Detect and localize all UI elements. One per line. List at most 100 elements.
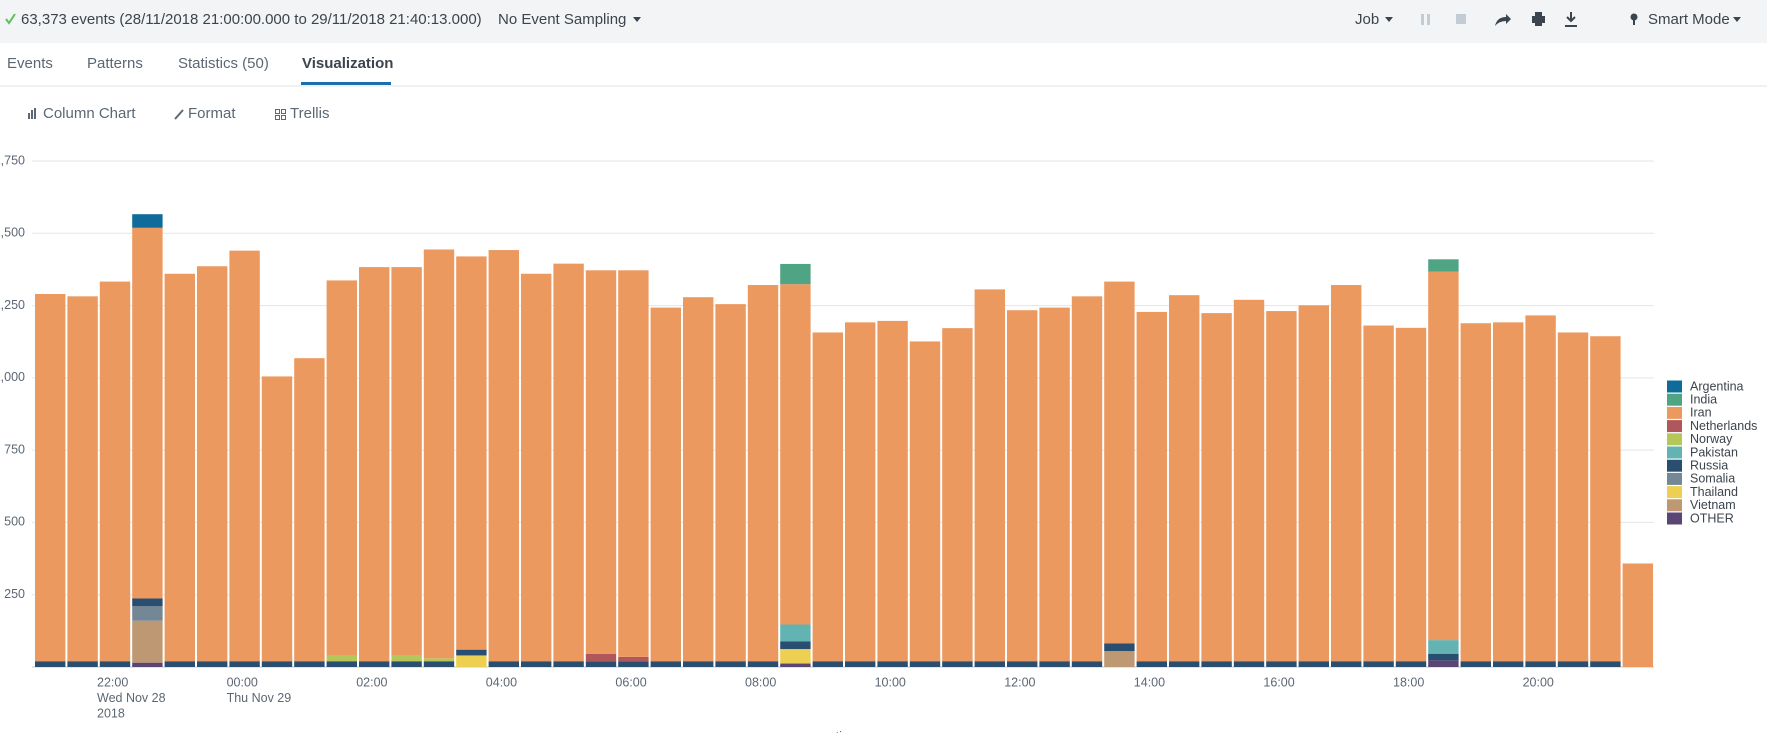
bar-segment bbox=[326, 280, 357, 656]
bar-segment bbox=[164, 273, 195, 662]
bar-segment bbox=[1622, 563, 1653, 667]
bar-segment bbox=[488, 661, 519, 667]
bar-segment bbox=[391, 661, 422, 667]
pencil-icon bbox=[174, 109, 184, 120]
bar-segment bbox=[553, 263, 584, 662]
tab[interactable]: Statistics (50) bbox=[178, 55, 269, 72]
pause-button[interactable] bbox=[1421, 14, 1430, 25]
bar-segment bbox=[942, 328, 973, 662]
bar-segment bbox=[1557, 332, 1589, 662]
chart-type-button[interactable]: Column Chart bbox=[43, 105, 136, 122]
bar-segment bbox=[585, 661, 617, 667]
bar-segment bbox=[1201, 661, 1232, 667]
bar-segment bbox=[1590, 336, 1621, 662]
trellis-icon bbox=[275, 109, 286, 120]
sampling-menu[interactable]: No Event Sampling bbox=[498, 11, 626, 28]
bar-segment bbox=[1331, 285, 1362, 662]
export-button[interactable] bbox=[1565, 12, 1577, 27]
bar-segment bbox=[197, 661, 228, 667]
x-tick-label: 2018 bbox=[97, 706, 125, 720]
legend-label: Pakistan bbox=[1690, 445, 1738, 459]
format-button[interactable]: Format bbox=[188, 105, 236, 122]
x-tick-label: 00:00 bbox=[227, 675, 258, 689]
bar-segment bbox=[521, 273, 552, 662]
bar-segment bbox=[585, 270, 617, 654]
bar-segment bbox=[1363, 661, 1394, 667]
bar-segment bbox=[1104, 281, 1135, 644]
legend-swatch bbox=[1667, 406, 1682, 419]
job-menu[interactable]: Job bbox=[1355, 11, 1379, 28]
legend-label: India bbox=[1690, 392, 1717, 406]
bar-segment bbox=[99, 661, 131, 667]
x-axis-title: _time bbox=[828, 729, 860, 733]
bar-segment bbox=[1233, 661, 1265, 667]
tab[interactable]: Patterns bbox=[87, 55, 143, 72]
bar-segment bbox=[1071, 661, 1103, 667]
legend-label: Netherlands bbox=[1690, 419, 1757, 433]
legend-swatch bbox=[1667, 499, 1682, 512]
bar-segment bbox=[812, 332, 843, 662]
column-chart: 250 500 750 1,000 1,250 1,500 1,750 22:00 Wed No… bbox=[0, 153, 1757, 733]
x-tick-label: 04:00 bbox=[486, 675, 517, 689]
x-tick-label: 10:00 bbox=[875, 675, 906, 689]
bar-segment bbox=[326, 655, 357, 662]
legend-swatch bbox=[1667, 433, 1682, 446]
x-tick-label: 16:00 bbox=[1263, 675, 1294, 689]
bar-segment bbox=[423, 661, 455, 667]
y-tick-label: 250 bbox=[4, 587, 25, 601]
tab[interactable]: Events bbox=[7, 55, 53, 72]
bar-segment bbox=[391, 267, 422, 656]
bar-segment bbox=[1136, 661, 1167, 667]
active-tab-underline bbox=[301, 82, 391, 85]
x-tick-label: 02:00 bbox=[356, 675, 387, 689]
y-tick-label: 1,250 bbox=[0, 298, 25, 312]
bar-segment bbox=[1039, 307, 1070, 662]
search-mode-menu[interactable]: Smart Mode bbox=[1648, 11, 1730, 28]
bar-segment bbox=[423, 249, 455, 659]
x-tick-label: 06:00 bbox=[615, 675, 646, 689]
bar-segment bbox=[1298, 661, 1329, 667]
bar-segment bbox=[456, 649, 487, 656]
bar-segment bbox=[618, 661, 649, 667]
bar-segment bbox=[1557, 661, 1589, 667]
x-tick-label: 18:00 bbox=[1393, 675, 1424, 689]
trellis-button[interactable]: Trellis bbox=[290, 105, 329, 122]
stop-button[interactable] bbox=[1456, 14, 1466, 24]
y-tick-label: 1,500 bbox=[0, 226, 25, 240]
bar-segment bbox=[1266, 661, 1297, 667]
bar-segment bbox=[1428, 259, 1459, 272]
bar-segment bbox=[1233, 299, 1265, 662]
bar-segment bbox=[780, 263, 811, 285]
bar-segment bbox=[585, 653, 617, 662]
bar-segment bbox=[1298, 305, 1329, 662]
y-tick-label: 750 bbox=[4, 442, 25, 456]
caret bbox=[1733, 17, 1741, 22]
tab-active[interactable]: Visualization bbox=[302, 55, 393, 72]
bar-segment bbox=[1428, 653, 1459, 661]
bar-segment bbox=[618, 270, 649, 657]
bar-segment bbox=[780, 649, 811, 664]
bar-segment bbox=[99, 281, 131, 662]
print-button[interactable] bbox=[1532, 12, 1545, 26]
mode-bulb bbox=[1630, 13, 1638, 25]
bar-segment bbox=[650, 307, 681, 662]
bar-segment bbox=[780, 284, 811, 625]
bar-segment bbox=[132, 620, 163, 663]
bar-segment bbox=[715, 661, 746, 667]
legend-label: OTHER bbox=[1690, 511, 1734, 525]
bar-segment bbox=[294, 661, 325, 667]
legend-label: Iran bbox=[1690, 406, 1712, 420]
bar-segment bbox=[780, 641, 811, 650]
bar-segment bbox=[164, 661, 195, 667]
bar-segment bbox=[1493, 322, 1524, 662]
bar-segment bbox=[747, 661, 779, 667]
bar-segment bbox=[1169, 295, 1200, 662]
legend-label: Argentina bbox=[1690, 379, 1744, 393]
bar-segment bbox=[1104, 643, 1135, 652]
bar-segment bbox=[132, 227, 163, 599]
bar-segment bbox=[1266, 311, 1297, 662]
bar-segment bbox=[618, 656, 649, 662]
bar-segment bbox=[1493, 661, 1524, 667]
share-button[interactable] bbox=[1495, 14, 1511, 26]
